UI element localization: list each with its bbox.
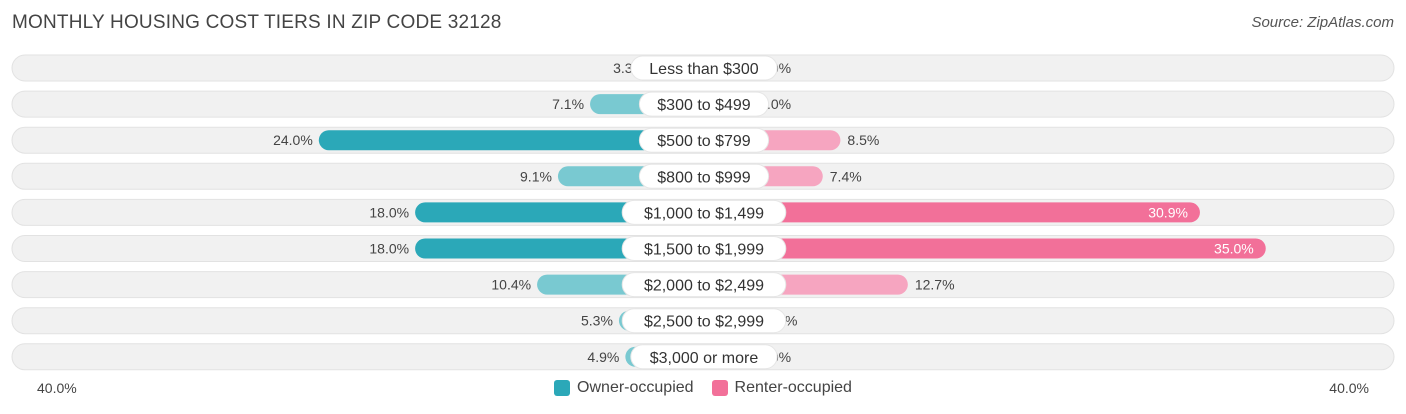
value-label-renter: 12.7% — [915, 277, 955, 293]
category-label: $800 to $999 — [657, 169, 751, 186]
category-label: Less than $300 — [649, 61, 759, 78]
chart-source: Source: ZipAtlas.com — [1251, 14, 1394, 31]
category-label: $2,000 to $2,499 — [644, 278, 764, 295]
value-label-owner: 4.9% — [587, 349, 619, 365]
value-label-renter: 30.9% — [1148, 204, 1188, 220]
bar-renter — [704, 202, 1200, 223]
category-label: $2,500 to $2,999 — [644, 314, 764, 331]
category-label: $300 to $499 — [657, 97, 751, 114]
category-label: $3,000 or more — [650, 350, 759, 367]
category-pill — [630, 55, 778, 81]
legend: Owner-occupied Renter-occupied — [0, 379, 1406, 397]
legend-swatch-owner — [554, 380, 571, 396]
category-label: $500 to $799 — [657, 133, 751, 150]
chart-title: MONTHLY HOUSING COST TIERS IN ZIP CODE 3… — [12, 12, 502, 33]
axis-left-label: 40.0% — [37, 380, 77, 396]
value-label-owner: 5.3% — [581, 313, 613, 329]
legend-item-owner[interactable]: Owner-occupied — [554, 379, 694, 397]
value-label-owner: 7.1% — [552, 96, 584, 112]
value-label-owner: 10.4% — [491, 277, 531, 293]
legend-label-owner: Owner-occupied — [577, 379, 694, 396]
category-label: $1,000 to $1,499 — [644, 205, 764, 222]
value-label-renter: 8.5% — [847, 132, 879, 148]
category-pill — [638, 163, 770, 189]
value-label-owner: 24.0% — [273, 132, 313, 148]
value-label-owner: 9.1% — [520, 168, 552, 184]
category-pill — [638, 127, 770, 153]
category-pill — [630, 344, 778, 370]
category-pill — [638, 91, 770, 117]
category-label: $1,500 to $1,999 — [644, 242, 764, 259]
legend-swatch-renter — [711, 380, 728, 396]
legend-label-renter: Renter-occupied — [734, 379, 852, 396]
value-label-renter: 7.4% — [830, 168, 862, 184]
category-pill — [621, 199, 787, 225]
value-label-renter: 35.0% — [1214, 241, 1254, 257]
value-label-owner: 18.0% — [369, 204, 409, 220]
bar-renter — [704, 238, 1266, 259]
axis-right-label: 40.0% — [1329, 380, 1369, 396]
category-pill — [621, 272, 787, 298]
value-label-owner: 18.0% — [369, 241, 409, 257]
bar-owner — [318, 130, 704, 151]
category-pill — [621, 308, 787, 334]
category-pill — [621, 236, 787, 261]
legend-item-renter[interactable]: Renter-occupied — [711, 379, 852, 397]
